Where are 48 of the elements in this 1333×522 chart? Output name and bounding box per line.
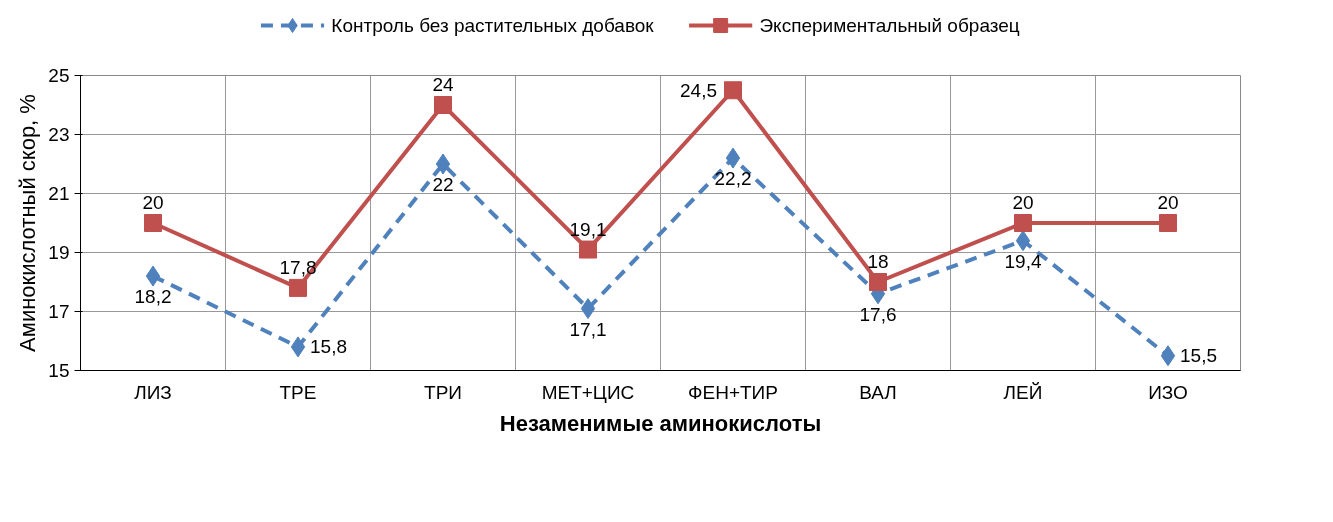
- legend-label: Экспериментальный образец: [759, 15, 1020, 36]
- x-axis-title: Незаменимые аминокислоты: [499, 410, 822, 436]
- point: [145, 265, 161, 287]
- data-label: 15,8: [310, 336, 347, 358]
- data-label: 22,2: [714, 168, 752, 190]
- point: [1159, 214, 1177, 232]
- x-tick-label: ЛЕЙ: [1003, 381, 1043, 403]
- point: [144, 214, 162, 232]
- x-tick-label: ТРЕ: [279, 381, 317, 403]
- data-label: 19,1: [569, 218, 607, 240]
- y-tick-label: 15: [48, 360, 70, 381]
- data-label: 24: [432, 74, 454, 95]
- data-label: 24,5: [680, 79, 717, 101]
- point: [1015, 230, 1031, 252]
- data-label: 20: [1157, 192, 1179, 213]
- point: [580, 298, 596, 320]
- point: [724, 81, 742, 100]
- data-label: 22: [432, 174, 454, 195]
- x-tick-label: ФЕН+ТИР: [688, 381, 778, 403]
- y-tick-label: 17: [48, 301, 70, 322]
- data-label: 19,4: [1004, 250, 1042, 272]
- point: [434, 96, 452, 114]
- point: [290, 336, 306, 358]
- point: [289, 278, 307, 297]
- y-tick-label: 19: [48, 242, 70, 263]
- data-label: 18,2: [134, 286, 172, 308]
- point: [725, 147, 741, 169]
- point: [1014, 214, 1032, 232]
- data-label: 20: [142, 192, 164, 213]
- y-tick-label: 25: [48, 65, 70, 86]
- point: [435, 153, 451, 175]
- x-tick-label: МЕТ+ЦИС: [541, 381, 635, 403]
- y-tick-label: 23: [48, 124, 70, 145]
- x-tick-label: ЛИЗ: [134, 381, 172, 403]
- y-axis-title: Аминокислотный скор, %: [15, 94, 41, 352]
- point: [869, 273, 887, 291]
- x-tick-label: ВАЛ: [859, 381, 897, 403]
- data-label: 15,5: [1180, 345, 1217, 367]
- point: [1160, 345, 1176, 367]
- data-label: 17,6: [859, 303, 897, 325]
- data-label: 17,1: [569, 318, 607, 340]
- point: [579, 240, 597, 259]
- y-tick-label: 21: [48, 183, 70, 204]
- x-tick-label: ИЗО: [1148, 381, 1188, 403]
- data-label: 20: [1012, 192, 1034, 213]
- legend-label: Контроль без растительных добавок: [331, 15, 655, 36]
- x-tick-label: ТРИ: [424, 381, 462, 403]
- data-label: 18: [867, 251, 889, 272]
